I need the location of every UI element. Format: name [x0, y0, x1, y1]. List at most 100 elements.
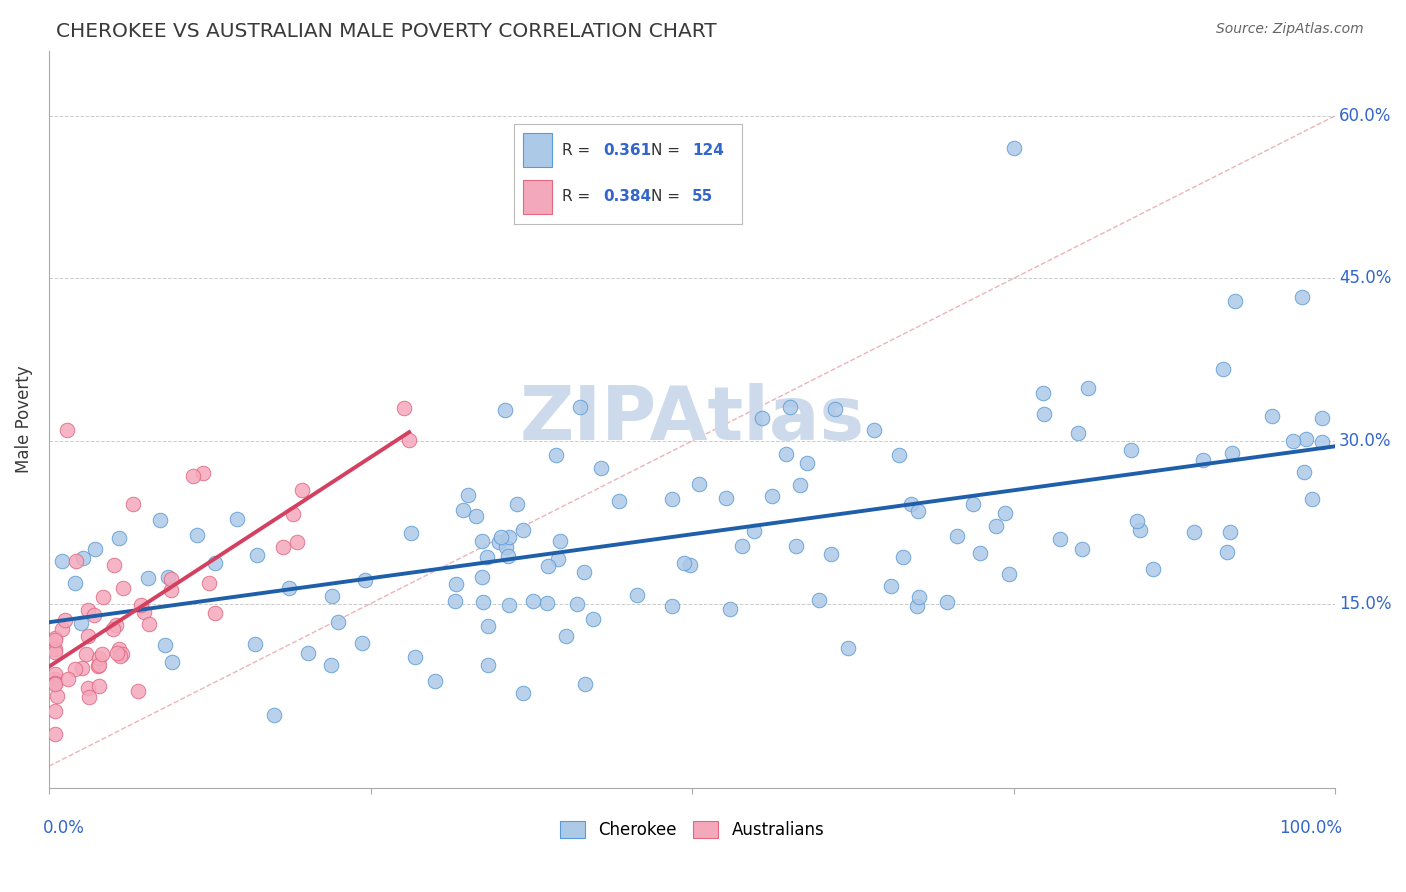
Point: [907, 591, 929, 605]
Point: [496, 549, 519, 563]
Point: [204, 606, 226, 620]
Point: [110, 648, 132, 663]
Point: [1182, 524, 1205, 539]
Point: [58, 672, 80, 686]
Point: [1191, 453, 1213, 467]
Point: [494, 403, 516, 417]
Point: [714, 491, 737, 505]
Point: [569, 400, 592, 414]
Point: [779, 401, 801, 415]
Point: [157, 570, 180, 584]
Point: [72, 550, 94, 565]
Text: R =: R =: [561, 143, 591, 158]
Point: [69, 616, 91, 631]
Point: [582, 612, 605, 626]
Point: [824, 402, 846, 417]
Point: [65, 554, 87, 568]
Point: [453, 503, 475, 517]
Text: 30.0%: 30.0%: [1339, 432, 1392, 450]
Point: [226, 512, 249, 526]
Point: [661, 599, 683, 613]
Point: [889, 449, 911, 463]
Point: [905, 599, 928, 613]
Point: [108, 642, 131, 657]
Point: [77, 690, 100, 705]
Point: [1070, 542, 1092, 557]
Point: [1225, 293, 1247, 308]
Point: [477, 549, 499, 564]
Point: [1049, 533, 1071, 547]
Point: [946, 529, 969, 543]
Point: [75, 647, 97, 661]
Text: N =: N =: [651, 189, 681, 204]
Point: [44, 704, 66, 718]
Point: [464, 509, 486, 524]
Point: [111, 647, 134, 661]
Text: 55: 55: [692, 189, 713, 204]
Point: [1032, 407, 1054, 421]
Point: [547, 552, 569, 566]
Point: [673, 556, 696, 570]
Point: [87, 658, 110, 673]
Point: [444, 577, 467, 591]
Point: [53, 613, 76, 627]
Point: [160, 656, 183, 670]
Point: [718, 602, 741, 616]
Point: [572, 565, 595, 579]
Point: [626, 588, 648, 602]
Point: [488, 535, 510, 549]
Point: [789, 477, 811, 491]
Point: [44, 726, 66, 740]
Point: [44, 677, 66, 691]
Point: [688, 476, 710, 491]
Point: [108, 531, 131, 545]
Point: [661, 492, 683, 507]
Point: [76, 681, 98, 696]
Point: [193, 467, 215, 481]
Point: [607, 493, 630, 508]
Point: [44, 675, 66, 690]
Point: [51, 622, 73, 636]
Point: [105, 618, 128, 632]
Point: [136, 570, 159, 584]
Point: [862, 423, 884, 437]
Point: [591, 461, 613, 475]
Point: [44, 667, 66, 681]
Point: [153, 638, 176, 652]
Text: 0.0%: 0.0%: [42, 819, 84, 837]
Point: [544, 448, 567, 462]
Point: [1261, 409, 1284, 424]
Point: [63, 662, 86, 676]
Point: [56, 423, 79, 437]
Point: [394, 401, 416, 416]
Point: [83, 541, 105, 556]
Text: 124: 124: [692, 143, 724, 158]
Point: [565, 597, 588, 611]
Point: [181, 469, 204, 483]
Point: [77, 603, 100, 617]
Text: N =: N =: [651, 143, 681, 158]
Point: [775, 447, 797, 461]
Point: [984, 519, 1007, 533]
Point: [761, 489, 783, 503]
Point: [1301, 491, 1323, 506]
Point: [1295, 432, 1317, 446]
Point: [1312, 435, 1334, 450]
Point: [1219, 524, 1241, 539]
Point: [44, 631, 66, 645]
Point: [880, 579, 903, 593]
Point: [1002, 141, 1025, 155]
Point: [263, 708, 285, 723]
Text: 60.0%: 60.0%: [1339, 107, 1392, 125]
Point: [127, 683, 149, 698]
Point: [900, 496, 922, 510]
Point: [297, 646, 319, 660]
Point: [186, 528, 208, 542]
Point: [149, 513, 172, 527]
Point: [1129, 523, 1152, 537]
Point: [512, 523, 534, 537]
Point: [498, 530, 520, 544]
Point: [278, 582, 301, 596]
Point: [1282, 434, 1305, 449]
Point: [457, 488, 479, 502]
